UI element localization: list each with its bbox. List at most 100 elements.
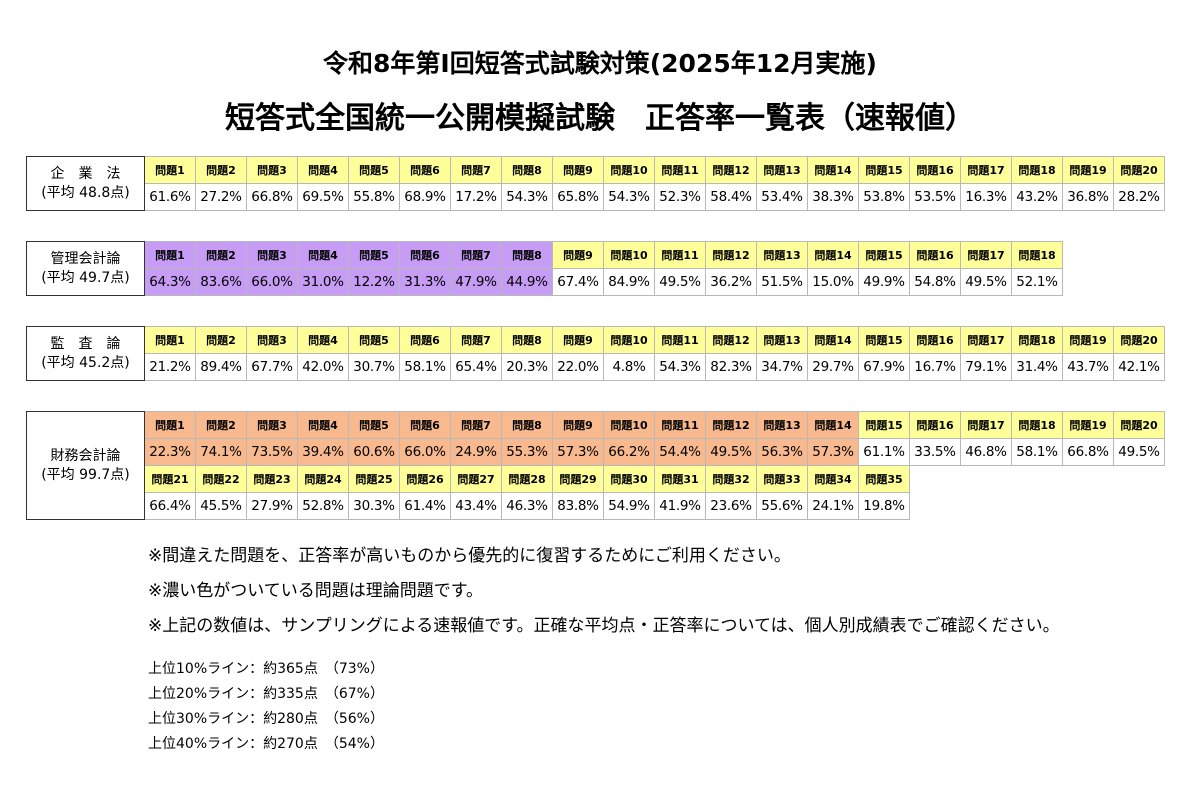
subject-average: (平均 99.7点) [41, 466, 130, 483]
question-header: 問題10 [603, 156, 655, 184]
rate-cell: 42.0% [297, 353, 349, 381]
rate-cell: 24.1% [807, 492, 859, 520]
subject-name: 財務会計論 [50, 447, 121, 464]
rate-cell: 42.1% [1113, 353, 1165, 381]
empty-cell [1063, 242, 1114, 269]
rate-cell: 16.7% [909, 353, 961, 381]
question-header: 問題21 [144, 465, 196, 493]
question-header: 問題3 [246, 411, 298, 439]
rate-cell: 27.9% [246, 492, 298, 520]
question-header: 問題6 [399, 326, 451, 354]
question-row: 財務会計論 (平均 99.7点) 問題1 問題2 問題3 問題4 問題5 問題6 問題7 問題8 問… [26, 411, 1165, 520]
rate-row: 64.3% 83.6% 66.0% 31.0% 12.2% 31.3% 47.9% 44.9%… [27, 268, 1164, 296]
rate-cell: 66.4% [144, 492, 196, 520]
rate-cell: 60.6% [348, 438, 400, 466]
rate-cell: 49.5% [654, 268, 706, 296]
note-item: ※濃い色がついている問題は理論問題です。 [148, 581, 484, 601]
question-header: 問題1 [144, 156, 196, 184]
rate-cell: 15.0% [807, 268, 859, 296]
rate-cell: 52.8% [297, 492, 349, 520]
rate-cell: 49.5% [705, 438, 757, 466]
subject-label: 監 査 論 (平均 45.2点) [26, 326, 145, 381]
rank-lines: 上位10%ライン：約365点 （73%） 上位20%ライン：約335点 （67%… [148, 658, 384, 758]
rate-cell: 34.7% [756, 353, 808, 381]
rate-cell: 31.0% [297, 268, 349, 296]
rate-cell: 58.1% [1011, 438, 1063, 466]
empty-cell [1063, 269, 1114, 296]
question-header: 問題18 [1011, 411, 1063, 439]
rate-cell: 89.4% [195, 353, 247, 381]
question-header: 問題9 [552, 241, 604, 269]
rate-table: 監 査 論 (平均 45.2点) 問題1 問題2 問題3 問題4 問題5 問題6 問題7 問題8 問… [26, 326, 1165, 381]
rate-cell: 66.0% [246, 268, 298, 296]
question-header: 問題1 [144, 411, 196, 439]
subject-average: (平均 45.2点) [41, 354, 130, 371]
question-header: 問題5 [348, 411, 400, 439]
question-header: 問題9 [552, 326, 604, 354]
page-title: 令和8年第Ⅰ回短答式試験対策(2025年12月実施) [323, 49, 877, 78]
rate-cell: 22.0% [552, 353, 604, 381]
rate-cell: 30.7% [348, 353, 400, 381]
question-header: 問題16 [909, 241, 961, 269]
rank-line: 上位40%ライン：約270点 （54%） [148, 736, 384, 752]
rate-cell: 66.0% [399, 438, 451, 466]
rate-cell: 38.3% [807, 183, 859, 211]
question-header: 問題27 [450, 465, 502, 493]
question-header: 問題18 [1011, 156, 1063, 184]
question-header: 問題19 [1062, 411, 1114, 439]
rate-cell: 64.3% [144, 268, 196, 296]
rate-cell: 36.8% [1062, 183, 1114, 211]
question-header: 問題16 [909, 156, 961, 184]
question-header: 問題14 [807, 156, 859, 184]
question-header: 問題33 [756, 465, 808, 493]
rate-cell: 54.3% [654, 353, 706, 381]
question-header: 問題11 [654, 241, 706, 269]
question-header: 問題16 [909, 411, 961, 439]
rate-cell: 67.9% [858, 353, 910, 381]
rate-cell: 65.8% [552, 183, 604, 211]
rank-line: 上位10%ライン：約365点 （73%） [148, 661, 384, 677]
question-header: 問題5 [348, 241, 400, 269]
question-header: 問題3 [246, 241, 298, 269]
rate-cell: 49.5% [960, 268, 1012, 296]
question-row: 監 査 論 (平均 45.2点) 問題1 問題2 問題3 問題4 問題5 問題6 問題7 問題8 問… [26, 326, 1165, 381]
rate-cell: 68.9% [399, 183, 451, 211]
subject-average: (平均 49.7点) [41, 269, 130, 286]
question-row: 管理会計論 (平均 49.7点) 問題1 問題2 問題3 問題4 問題5 問題6 問題7 問題8 問… [26, 241, 1164, 296]
question-header: 問題2 [195, 241, 247, 269]
rate-cell: 28.2% [1113, 183, 1165, 211]
rate-cell: 49.9% [858, 268, 910, 296]
question-header: 問題9 [552, 411, 604, 439]
rate-cell: 83.6% [195, 268, 247, 296]
rate-cell: 55.8% [348, 183, 400, 211]
question-header: 問題17 [960, 326, 1012, 354]
rate-cell: 19.8% [858, 492, 910, 520]
subject-name: 管理会計論 [50, 250, 121, 267]
subject-table-kigyoho: 企 業 法 (平均 48.8点) 問題1 問題2 問題3 問題4 問題5 問題6 問題7 問題8 問… [26, 156, 1165, 211]
question-header: 問題12 [705, 241, 757, 269]
empty-cell [1114, 466, 1165, 493]
rate-cell: 39.4% [297, 438, 349, 466]
rate-cell: 54.8% [909, 268, 961, 296]
question-header: 問題14 [807, 411, 859, 439]
question-header: 問題34 [807, 465, 859, 493]
rate-row: 22.3% 74.1% 73.5% 39.4% 60.6% 66.0% 24.9% 55.3%… [27, 438, 1165, 466]
question-header: 問題13 [756, 326, 808, 354]
question-header: 問題15 [858, 241, 910, 269]
question-header: 問題2 [195, 411, 247, 439]
question-header: 問題14 [807, 326, 859, 354]
rank-line: 上位30%ライン：約280点 （56%） [148, 711, 384, 727]
rate-cell: 45.5% [195, 492, 247, 520]
rate-cell: 53.8% [858, 183, 910, 211]
question-header: 問題13 [756, 241, 808, 269]
question-header: 問題10 [603, 241, 655, 269]
rate-cell: 53.5% [909, 183, 961, 211]
question-header: 問題6 [399, 241, 451, 269]
rate-cell: 66.8% [1062, 438, 1114, 466]
rate-row: 66.4% 45.5% 27.9% 52.8% 30.3% 61.4% 43.4% 46.3%… [27, 492, 1165, 520]
question-header: 問題29 [552, 465, 604, 493]
rate-cell: 61.4% [399, 492, 451, 520]
question-header: 問題17 [960, 241, 1012, 269]
question-header: 問題26 [399, 465, 451, 493]
rate-cell: 41.9% [654, 492, 706, 520]
